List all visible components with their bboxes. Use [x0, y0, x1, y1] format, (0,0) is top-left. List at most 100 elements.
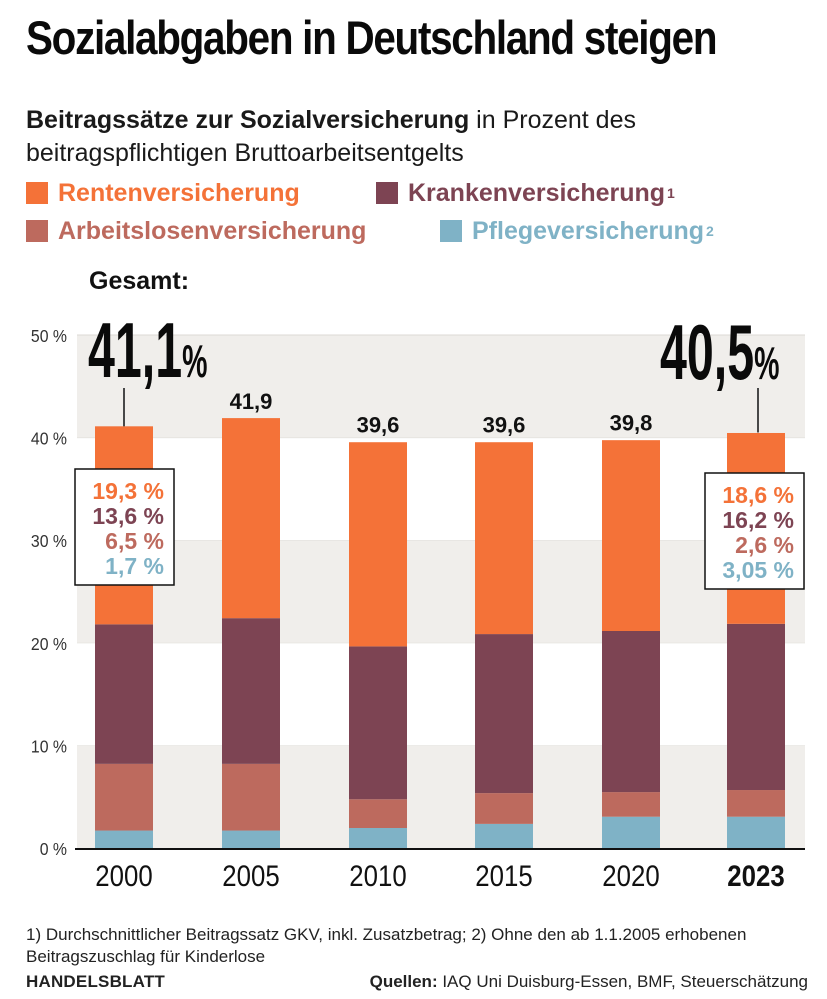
big-value-unit: %	[182, 336, 207, 388]
bar-segment-arbeitslosenversicherung	[222, 763, 280, 831]
legend-swatch-pflegeversicherung	[440, 220, 462, 242]
legend-item-pflegeversicherung: Pflegeversicherung 2	[440, 212, 714, 250]
x-axis-ticks: 2000 2005 2010 2015 2020 2023	[95, 859, 784, 892]
grid-band	[77, 437, 805, 541]
breakdown-value: 1,7 %	[105, 553, 164, 579]
breakdown-box-2000: 19,3 %13,6 %6,5 %1,7 %	[74, 468, 175, 586]
legend-swatch-rentenversicherung	[26, 182, 48, 204]
grid-bands	[77, 334, 805, 848]
legend-item-rentenversicherung: Rentenversicherung	[26, 174, 376, 212]
big-value-number: 40,5	[660, 308, 754, 396]
grid-band	[77, 745, 805, 848]
bar-segment-pflegeversicherung	[475, 823, 533, 848]
breakdown-value: 16,2 %	[722, 507, 794, 533]
total-label: 41,9	[230, 389, 273, 414]
total-label: 39,6	[483, 413, 526, 438]
bar-segment-krankenversicherung	[475, 634, 533, 794]
legend-footnote-mark: 1	[667, 185, 675, 201]
gesamt-label: Gesamt:	[89, 267, 189, 295]
annotations: Gesamt:41,1% 40,5%19,3 %13,6 %6,5 %1,7 %1…	[74, 267, 805, 590]
bar-segment-rentenversicherung	[349, 442, 407, 647]
bar-segment-pflegeversicherung	[602, 816, 660, 848]
y-tick-label: 40 %	[31, 429, 67, 449]
breakdown-value: 18,6 %	[722, 482, 794, 508]
breakdown-value: 2,6 %	[735, 532, 794, 558]
x-tick-label: 2023	[727, 859, 784, 892]
sources-label: Quellen:	[369, 972, 438, 991]
y-tick-label: 0 %	[40, 839, 67, 859]
bar-segment-krankenversicherung	[222, 618, 280, 764]
sources: Quellen: IAQ Uni Duisburg-Essen, BMF, St…	[370, 972, 808, 992]
bar-segment-rentenversicherung	[602, 440, 660, 632]
big-value-number: 41,1	[88, 306, 182, 394]
bar-segment-krankenversicherung	[349, 646, 407, 800]
chart-title: Sozialabgaben in Deutschland steigen	[26, 11, 718, 64]
bar-segment-pflegeversicherung	[349, 827, 407, 848]
bar-segment-arbeitslosenversicherung	[602, 792, 660, 817]
x-tick-label: 2005	[222, 859, 279, 892]
legend-swatch-krankenversicherung	[376, 182, 398, 204]
breakdown-box-2023: 18,6 %16,2 %2,6 %3,05 %	[704, 472, 805, 590]
legend-label: Krankenversicherung	[408, 179, 666, 207]
y-axis-ticks: 0 % 10 % 20 % 30 % 40 % 50 %	[31, 326, 67, 859]
bar-segment-pflegeversicherung	[95, 830, 153, 848]
legend-swatch-arbeitslosenversicherung	[26, 220, 48, 242]
y-tick-label: 30 %	[31, 531, 67, 551]
breakdown-value: 6,5 %	[105, 528, 164, 554]
breakdown-value: 3,05 %	[722, 557, 794, 583]
grid-band	[77, 540, 805, 643]
footer: HANDELSBLATT Quellen: IAQ Uni Duisburg-E…	[26, 972, 808, 992]
sources-text: IAQ Uni Duisburg-Essen, BMF, Steuerschät…	[437, 972, 808, 991]
legend-label: Arbeitslosenversicherung	[58, 217, 367, 245]
grid-band	[77, 642, 805, 746]
y-tick-label: 10 %	[31, 736, 67, 756]
subtitle-rest: in Prozent des beitragspflichtigen Brutt…	[26, 106, 636, 167]
total-label: 39,6	[357, 413, 400, 438]
stacked-bar-chart: 0 % 10 % 20 % 30 % 40 % 50 % 2000 2005 2010 2015…	[31, 267, 805, 892]
x-tick-label: 2015	[475, 859, 532, 892]
legend: Rentenversicherung Krankenversicherung 1 …	[26, 174, 816, 250]
big-value-unit: %	[754, 338, 779, 390]
breakdown-value: 19,3 %	[92, 478, 164, 504]
bar-stack-2023	[727, 432, 785, 848]
y-tick-label: 50 %	[31, 326, 67, 346]
legend-item-krankenversicherung: Krankenversicherung 1	[376, 174, 675, 212]
bar-segment-rentenversicherung	[475, 442, 533, 635]
legend-label: Pflegeversicherung	[472, 217, 705, 245]
bar-stack-2020	[602, 440, 660, 848]
bar-segment-arbeitslosenversicherung	[349, 799, 407, 828]
bar-segment-arbeitslosenversicherung	[475, 793, 533, 824]
y-tick-label: 20 %	[31, 634, 67, 654]
bar-segment-krankenversicherung	[727, 623, 785, 791]
bar-segment-arbeitslosenversicherung	[95, 763, 153, 831]
chart-subtitle: Beitragssätze zur Sozialversicherung in …	[26, 104, 806, 170]
bar-segment-krankenversicherung	[95, 624, 153, 764]
legend-row-1: Rentenversicherung Krankenversicherung 1	[26, 174, 816, 212]
bar-stack-2015	[475, 442, 533, 848]
bar-segment-pflegeversicherung	[727, 816, 785, 848]
x-tick-label: 2000	[95, 859, 152, 892]
total-label: 39,8	[610, 411, 653, 436]
legend-label: Rentenversicherung	[58, 179, 300, 207]
breakdown-value: 13,6 %	[92, 503, 164, 529]
x-tick-label: 2010	[349, 859, 406, 892]
bar-segment-krankenversicherung	[602, 631, 660, 793]
total-labels: 41,9 39,6 39,6 39,8	[230, 389, 653, 438]
footnote: 1) Durchschnittlicher Beitragssatz GKV, …	[26, 925, 747, 966]
big-value-2023: 40,5%	[660, 308, 779, 396]
legend-row-2: Arbeitslosenversicherung Pflegeversicher…	[26, 212, 816, 250]
bars	[95, 418, 785, 848]
x-tick-label: 2020	[602, 859, 659, 892]
breakdown-box-frame	[704, 472, 805, 590]
bar-segment-arbeitslosenversicherung	[727, 790, 785, 817]
legend-footnote-mark: 2	[706, 223, 714, 239]
bar-stack-2010	[349, 442, 407, 848]
breakdown-box-frame	[74, 468, 175, 586]
subtitle-bold: Beitragssätze zur Sozialversicherung	[26, 106, 470, 134]
big-value-2000: 41,1%	[88, 306, 207, 394]
grid-band	[77, 335, 805, 438]
bar-segment-rentenversicherung	[222, 418, 280, 619]
bar-stack-2005	[222, 418, 280, 848]
publisher-brand: HANDELSBLATT	[26, 972, 166, 991]
bar-segment-pflegeversicherung	[222, 830, 280, 848]
